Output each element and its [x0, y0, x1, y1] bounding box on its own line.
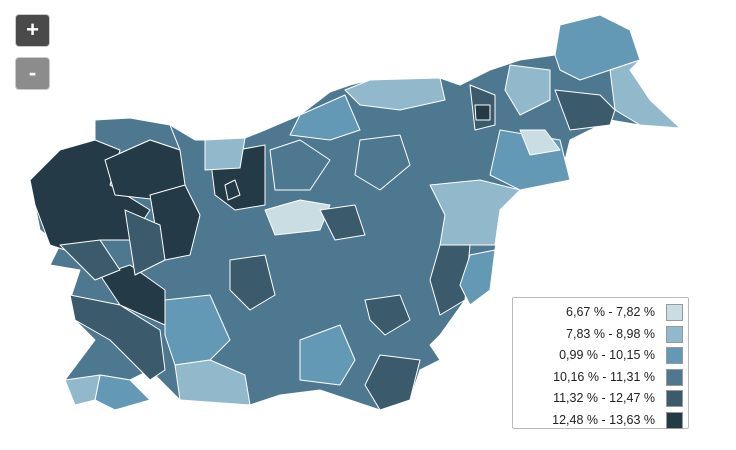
municipality [519, 129, 561, 156]
legend-label: 12,48 % - 13,63 % [552, 412, 655, 427]
legend-label: 6,67 % - 7,82 % [566, 305, 655, 319]
legend-swatch [666, 390, 683, 407]
legend-swatch [666, 411, 683, 429]
municipality [289, 94, 361, 141]
municipality [474, 104, 491, 121]
municipality [459, 249, 496, 306]
municipality [344, 77, 446, 111]
legend-item: 6,67 % - 7,82 % [513, 302, 688, 322]
legend-swatch [666, 368, 683, 386]
municipality [224, 179, 241, 201]
legend-swatch [666, 325, 683, 343]
municipality [364, 354, 421, 411]
municipality [124, 209, 166, 276]
municipality [269, 139, 331, 191]
municipality [504, 64, 551, 116]
municipality [429, 179, 521, 246]
legend-label: 10,16 % - 11,31 % [553, 369, 655, 384]
legend-label: 11,32 % - 12,47 % [553, 391, 655, 405]
municipality [354, 134, 411, 191]
municipality [554, 89, 616, 131]
legend-item: 12,48 % - 13,63 % [513, 410, 688, 430]
legend-swatch [666, 347, 683, 364]
municipality [59, 239, 121, 281]
municipality [64, 374, 101, 406]
legend-label: 7,83 % - 8,98 % [566, 326, 655, 341]
legend-item: 11,32 % - 12,47 % [513, 388, 688, 408]
municipality [94, 374, 151, 411]
municipality [364, 294, 411, 336]
municipality [319, 204, 366, 241]
municipality [299, 324, 356, 386]
zoom-in-button[interactable]: + [16, 15, 49, 46]
municipality [69, 294, 166, 381]
legend-label: 0,99 % - 10,15 % [559, 348, 655, 362]
legend: 6,67 % - 7,82 % 7,83 % - 8,98 % 0,99 % - 1… [512, 297, 689, 429]
legend-item: 0,99 % - 10,15 % [513, 345, 688, 365]
municipality [174, 359, 251, 406]
legend-swatch [666, 304, 683, 321]
municipality [609, 59, 681, 129]
legend-item: 10,16 % - 11,31 % [513, 367, 688, 387]
municipality [204, 137, 246, 171]
municipality [229, 254, 276, 311]
zoom-out-button[interactable]: - [16, 58, 49, 89]
legend-item: 7,83 % - 8,98 % [513, 324, 688, 344]
